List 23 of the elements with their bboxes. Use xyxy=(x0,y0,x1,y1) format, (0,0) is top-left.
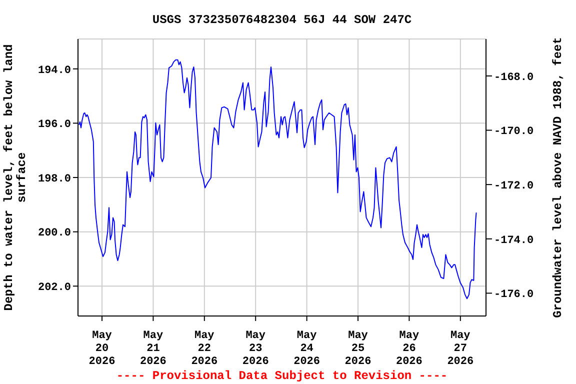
y-tick-label: 202.0 xyxy=(38,282,71,294)
x-tick-label: May 26 2026 xyxy=(396,330,422,368)
y2-tick-label: -168.0 xyxy=(494,72,534,84)
y-tick-label: 196.0 xyxy=(38,119,71,132)
x-tick-label: May 27 2026 xyxy=(447,330,474,368)
text: ---- Provisional Data Subject to Revision ---- xyxy=(116,369,448,383)
y2-axis-title: Groundwater level above NAVD 1988, feet xyxy=(551,37,565,318)
y2-tick-label: -174.0 xyxy=(494,234,534,247)
x-tick-label: May 21 2026 xyxy=(140,330,166,368)
y-tick-label: 194.0 xyxy=(38,64,71,77)
y-tick-label: 198.0 xyxy=(38,173,71,186)
x-tick-label: May 24 2026 xyxy=(294,330,320,368)
x-tick-label: May 20 2026 xyxy=(88,330,116,368)
y2-tick-label: -170.0 xyxy=(494,126,534,138)
x-tick-label: May 22 2026 xyxy=(191,330,218,368)
y2-tick-label: -176.0 xyxy=(494,289,534,302)
x-tick-label: May 23 2026 xyxy=(242,330,269,368)
x-tick-label: May 25 2026 xyxy=(344,330,372,368)
chart-title: USGS 373235076482304 56J 44 SOW 247C xyxy=(152,13,412,27)
y-axis-title: Depth to water level, feet below land surface xyxy=(2,44,29,311)
y-tick-label: 200.0 xyxy=(38,228,71,240)
line-series xyxy=(78,59,477,300)
y2-tick-label: -172.0 xyxy=(494,180,534,192)
